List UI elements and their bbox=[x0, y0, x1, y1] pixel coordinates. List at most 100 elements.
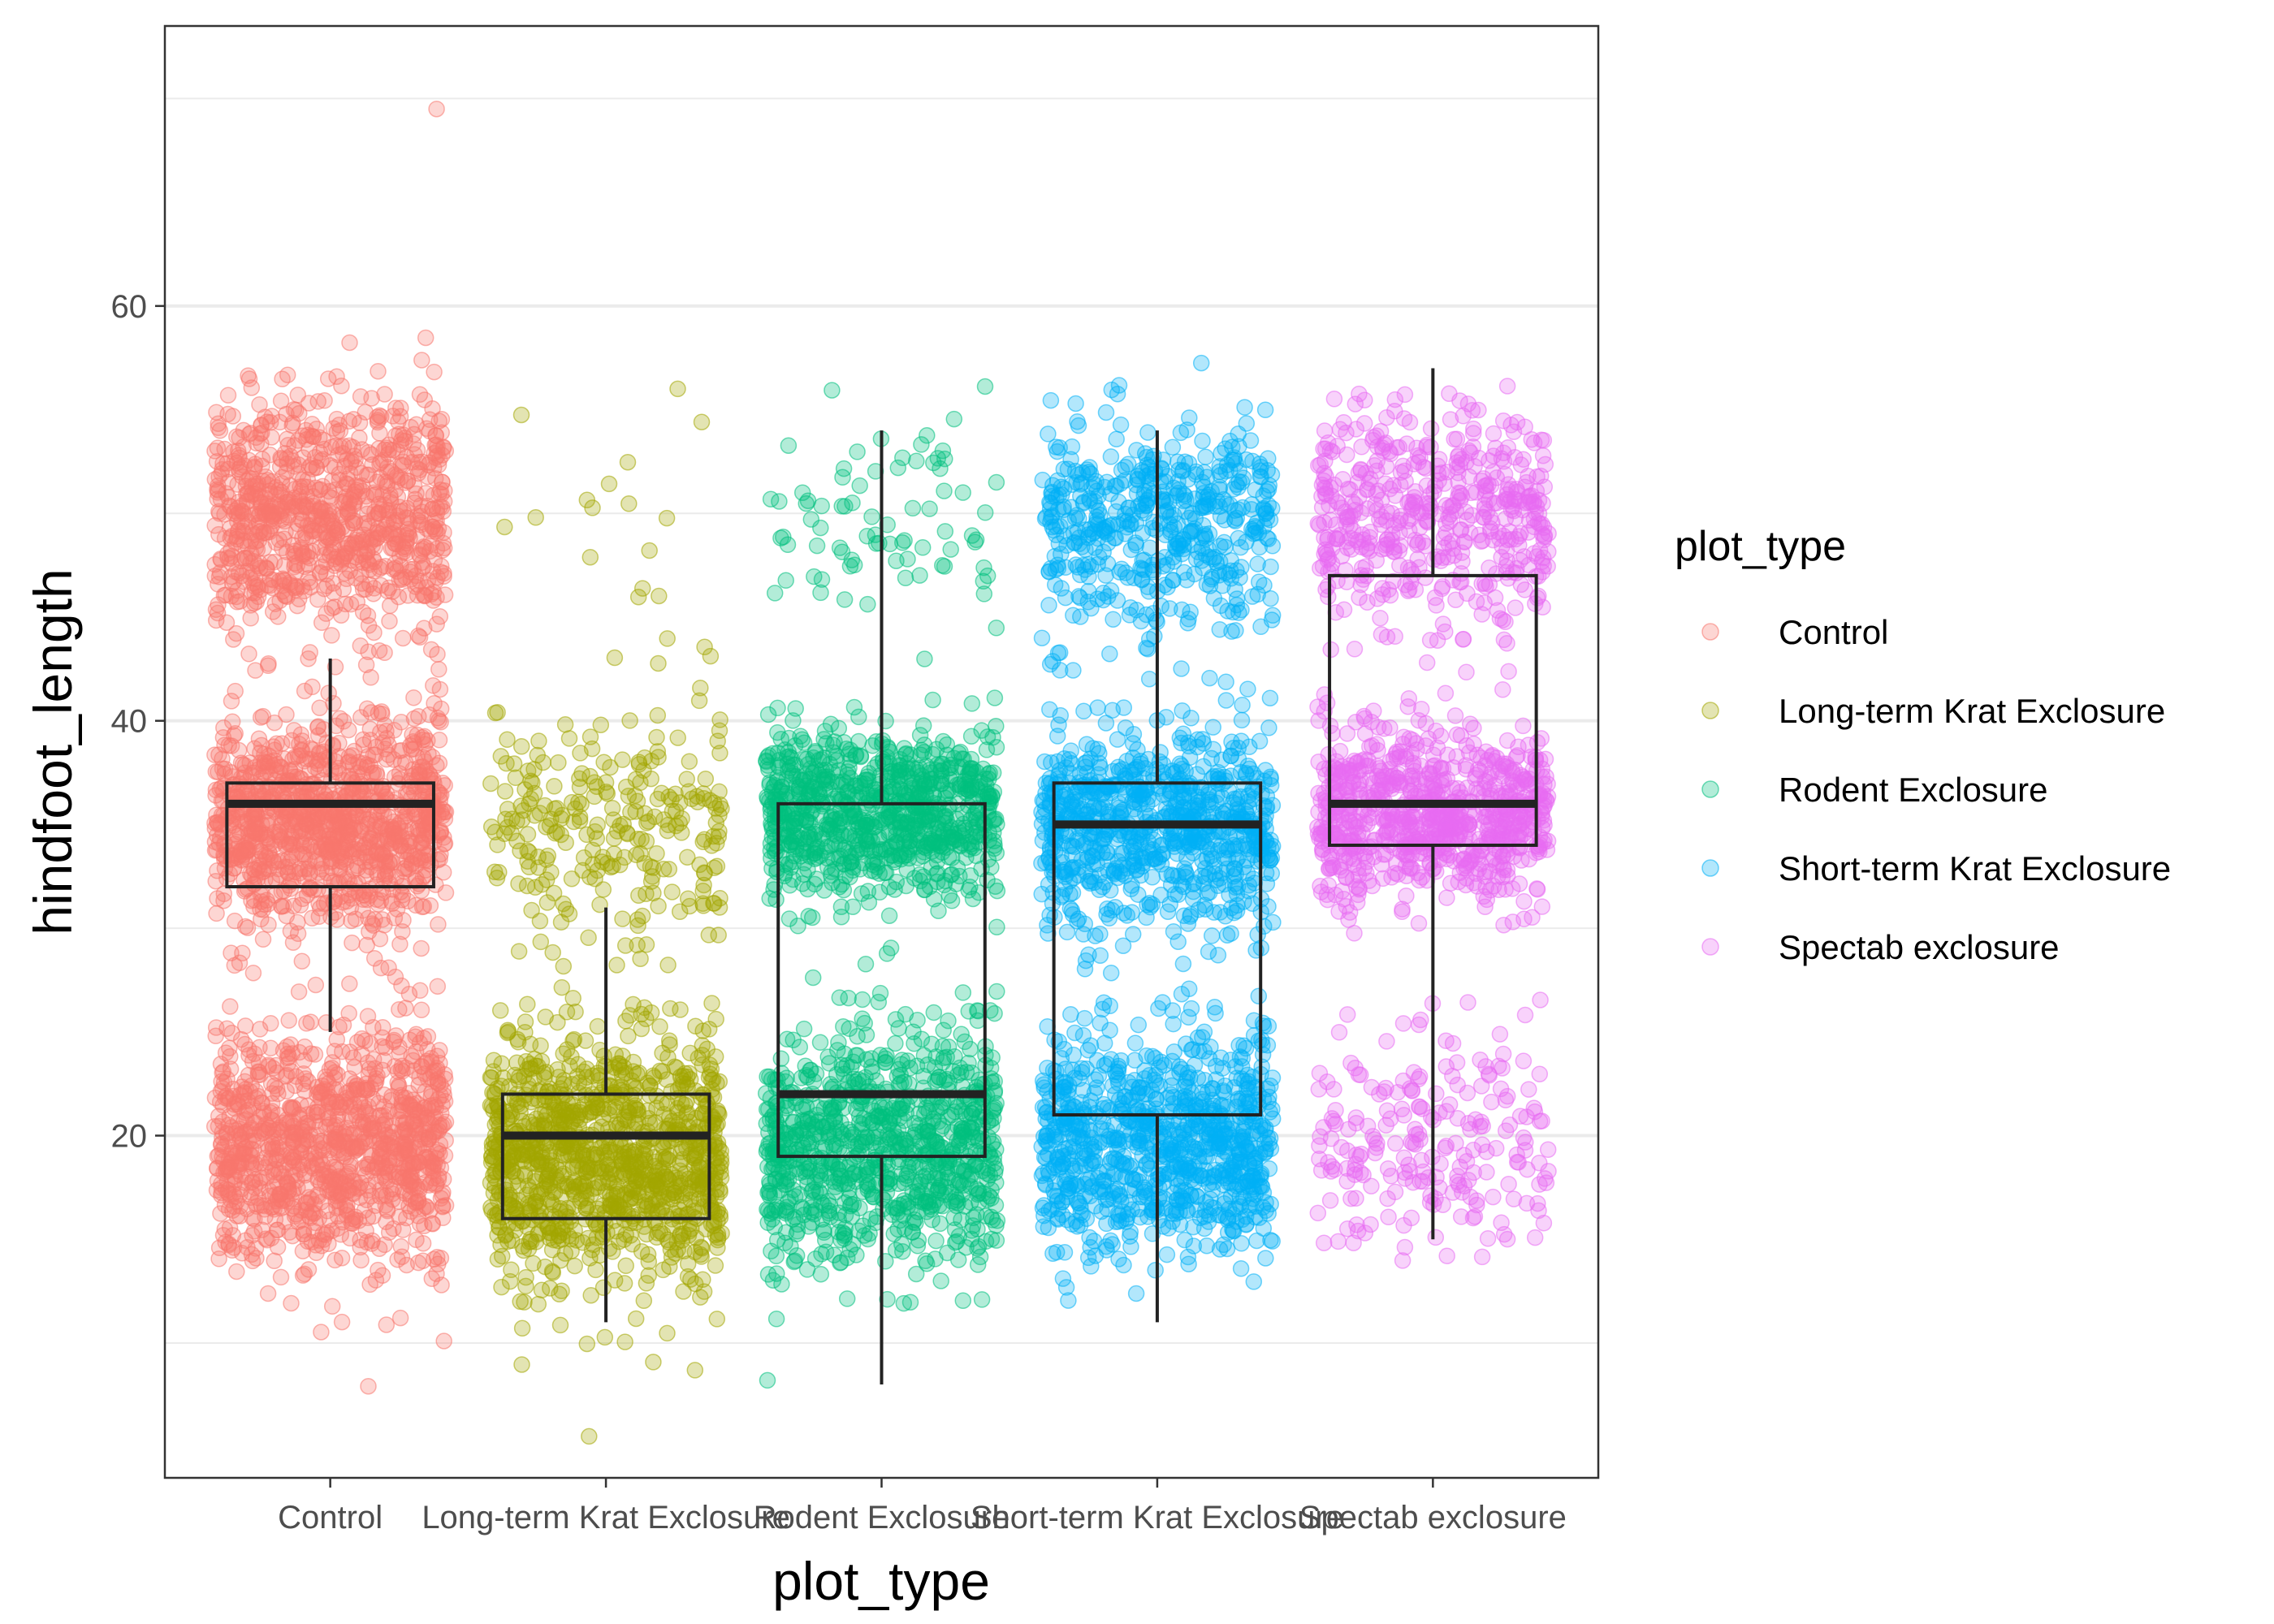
data-point bbox=[397, 1000, 414, 1017]
data-point bbox=[659, 1151, 677, 1168]
data-point bbox=[233, 1078, 250, 1095]
data-point bbox=[400, 1156, 417, 1174]
data-point bbox=[802, 511, 820, 528]
data-point bbox=[552, 1167, 570, 1185]
data-point bbox=[544, 1264, 562, 1281]
data-point bbox=[571, 812, 589, 830]
data-point bbox=[707, 1010, 724, 1028]
data-point bbox=[365, 585, 383, 603]
data-point bbox=[281, 1113, 299, 1131]
data-point bbox=[580, 929, 597, 947]
data-point bbox=[333, 1313, 351, 1331]
data-point bbox=[629, 911, 646, 928]
data-point bbox=[284, 1099, 301, 1116]
data-point bbox=[323, 627, 340, 644]
data-point bbox=[669, 380, 686, 398]
data-point bbox=[519, 996, 536, 1013]
data-point bbox=[403, 856, 421, 873]
data-point bbox=[412, 982, 429, 1000]
data-point bbox=[239, 919, 257, 936]
data-point bbox=[307, 976, 325, 994]
data-point bbox=[409, 527, 426, 545]
data-point bbox=[228, 1263, 245, 1281]
data-point bbox=[851, 477, 868, 495]
data-point bbox=[344, 747, 361, 764]
data-point bbox=[283, 1151, 301, 1168]
data-point bbox=[216, 766, 233, 783]
data-point bbox=[581, 548, 599, 566]
data-point bbox=[985, 832, 1003, 850]
data-point bbox=[544, 944, 561, 961]
data-point bbox=[365, 917, 382, 934]
data-point bbox=[400, 587, 417, 604]
data-point bbox=[508, 1200, 525, 1217]
data-point bbox=[434, 473, 451, 491]
data-point bbox=[366, 1075, 383, 1093]
data-point bbox=[936, 523, 954, 540]
data-point bbox=[240, 1092, 257, 1109]
data-point bbox=[316, 392, 333, 409]
data-point bbox=[409, 1194, 427, 1211]
data-point bbox=[378, 1316, 396, 1333]
data-point bbox=[512, 1104, 529, 1121]
data-point bbox=[360, 1377, 377, 1395]
data-point bbox=[309, 393, 326, 410]
data-point bbox=[613, 1155, 631, 1173]
data-point bbox=[313, 1324, 330, 1341]
data-point bbox=[278, 907, 296, 925]
data-point bbox=[482, 1097, 499, 1114]
data-point bbox=[936, 482, 953, 499]
data-point bbox=[395, 912, 412, 929]
data-point bbox=[429, 1047, 446, 1065]
data-point bbox=[252, 901, 269, 918]
data-point bbox=[376, 870, 393, 888]
data-point bbox=[709, 1239, 726, 1256]
data-point bbox=[301, 1126, 319, 1143]
data-point bbox=[378, 750, 396, 768]
data-point bbox=[224, 1202, 241, 1219]
data-point bbox=[501, 1272, 519, 1290]
data-point bbox=[370, 362, 387, 380]
data-point bbox=[607, 1223, 625, 1240]
data-point bbox=[642, 770, 659, 788]
data-point bbox=[603, 800, 621, 817]
data-point bbox=[616, 849, 633, 866]
data-point bbox=[780, 437, 798, 454]
data-point bbox=[573, 765, 590, 782]
data-point bbox=[954, 484, 971, 501]
data-point bbox=[394, 571, 411, 588]
data-point bbox=[278, 706, 295, 723]
data-point bbox=[301, 644, 318, 661]
data-point bbox=[620, 788, 638, 805]
data-point bbox=[409, 1254, 427, 1272]
data-point bbox=[532, 1037, 549, 1055]
data-point bbox=[365, 624, 383, 641]
data-point bbox=[246, 460, 263, 477]
data-point bbox=[650, 897, 667, 915]
data-point bbox=[413, 352, 430, 369]
data-point bbox=[431, 608, 449, 625]
data-point bbox=[583, 740, 601, 758]
data-point bbox=[335, 581, 352, 598]
data-point bbox=[517, 1268, 534, 1286]
data-point bbox=[427, 876, 444, 893]
data-point bbox=[242, 767, 260, 784]
data-point bbox=[220, 1237, 237, 1254]
data-point bbox=[296, 1082, 313, 1099]
data-point bbox=[244, 964, 262, 982]
data-point bbox=[658, 509, 676, 527]
data-point bbox=[570, 1074, 588, 1091]
data-point bbox=[219, 387, 237, 404]
data-point bbox=[553, 806, 571, 824]
data-point bbox=[640, 1253, 658, 1271]
data-point bbox=[394, 886, 412, 904]
data-point bbox=[214, 1064, 231, 1082]
data-point bbox=[359, 1008, 377, 1025]
data-point bbox=[229, 523, 247, 540]
data-point bbox=[313, 614, 331, 632]
data-point bbox=[370, 705, 387, 722]
data-point bbox=[578, 1060, 595, 1078]
data-point bbox=[702, 647, 720, 665]
data-point bbox=[361, 858, 379, 876]
data-point bbox=[221, 1219, 239, 1236]
